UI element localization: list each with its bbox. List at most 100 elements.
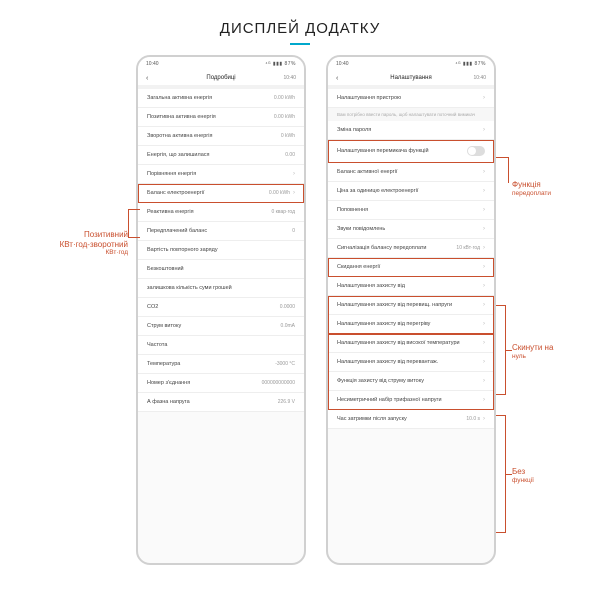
- list-row[interactable]: Функція захисту від струму витоку›: [328, 372, 494, 391]
- row-value: 0.00 kWh: [269, 190, 290, 196]
- statusbar: 10:40 ⁴ᴳ ▮▮▮ 87%: [138, 57, 304, 71]
- list-row[interactable]: Звуки повідомлень›: [328, 220, 494, 239]
- chevron-right-icon: ›: [483, 95, 485, 101]
- row-value: 0.00: [285, 152, 295, 158]
- nav-time: 10:40: [283, 75, 296, 81]
- connector: [496, 157, 508, 158]
- list-row[interactable]: Баланс електроенергії0.00 kWh›: [138, 184, 304, 203]
- list-row: Струм витоку0.0mA: [138, 317, 304, 336]
- title-underline: [290, 43, 310, 45]
- row-label: Налаштування захисту від перегріву: [337, 321, 480, 327]
- top-row[interactable]: Налаштування пристрою ›: [328, 89, 494, 108]
- list-row[interactable]: Налаштування захисту від перегріву›: [328, 315, 494, 334]
- list-row[interactable]: Налаштування захисту від перевищ. напруг…: [328, 296, 494, 315]
- connector: [128, 209, 129, 237]
- back-icon[interactable]: ‹: [336, 75, 338, 82]
- list-row: А фазна напруга226.9 V: [138, 393, 304, 412]
- chevron-right-icon: ›: [483, 302, 485, 308]
- row-value: 0 квар·год: [272, 209, 296, 215]
- list-row: Безкоштовний: [138, 260, 304, 279]
- list-row: Зворотна активна енергія0 kWh: [138, 127, 304, 146]
- row-label: Струм витоку: [147, 323, 281, 329]
- row-value: 0.0000: [280, 304, 295, 310]
- list-row: Енергія, що залишилася0.00: [138, 146, 304, 165]
- row-label: Номер з'єднання: [147, 380, 262, 386]
- chevron-right-icon: ›: [483, 283, 485, 289]
- list-row[interactable]: Поповнення›: [328, 201, 494, 220]
- page-title: ДИСПЛЕЙ ДОДАТКУ: [0, 0, 600, 37]
- back-icon[interactable]: ‹: [146, 75, 148, 82]
- chevron-right-icon: ›: [483, 378, 485, 384]
- list-row[interactable]: Час затримки після запуску10.0 s›: [328, 410, 494, 429]
- row-label: залишкова кількість суми грошей: [147, 285, 295, 291]
- chevron-right-icon: ›: [293, 190, 295, 196]
- list-row[interactable]: Скидання енергії›: [328, 258, 494, 277]
- chevron-right-icon: ›: [483, 226, 485, 232]
- sb-time: 10:40: [336, 61, 349, 67]
- list-row[interactable]: Налаштування захисту від високої темпера…: [328, 334, 494, 353]
- row-label: Реактивна енергія: [147, 209, 272, 215]
- row-label: Вартість повторного заряду: [147, 247, 295, 253]
- connector: [506, 350, 512, 351]
- list-row[interactable]: Ціна за одиницю електроенергії›: [328, 182, 494, 201]
- callout-nofn: Без функції: [512, 467, 534, 484]
- row-label: Температура: [147, 361, 275, 367]
- nav-title: Подробиці: [206, 75, 235, 81]
- phone-right: 10:40 ⁴ᴳ ▮▮▮ 87% ‹ Налаштування 10:40 На…: [326, 55, 496, 565]
- row-value: 0 kWh: [281, 133, 295, 139]
- nav-time: 10:40: [473, 75, 486, 81]
- list-right: Зміна пароля› Налаштування перемикача фун…: [328, 121, 494, 429]
- chevron-right-icon: ›: [483, 397, 485, 403]
- list-row[interactable]: Налаштування перемикача функцій: [328, 140, 494, 163]
- row-label: Баланс електроенергії: [147, 190, 269, 196]
- row-label: Загальна активна енергія: [147, 95, 274, 101]
- row-value: 000000000000: [262, 380, 295, 386]
- list-row: Передплачений баланс0: [138, 222, 304, 241]
- row-label: А фазна напруга: [147, 399, 278, 405]
- row-label: Звуки повідомлень: [337, 226, 480, 232]
- list-row[interactable]: Сигналізація балансу передоплати10 кВт·г…: [328, 239, 494, 258]
- row-label: Функція захисту від струму витоку: [337, 378, 480, 384]
- row-label: Ціна за одиницю електроенергії: [337, 188, 480, 194]
- list-row: CO20.0000: [138, 298, 304, 317]
- callout-prepay-fn: Функція передоплати: [512, 180, 551, 197]
- highlight-group: Налаштування захисту від високої темпера…: [328, 334, 494, 410]
- chevron-right-icon: ›: [483, 416, 485, 422]
- row-label: Скидання енергії: [337, 264, 480, 270]
- list-row: Реактивна енергія0 квар·год: [138, 203, 304, 222]
- toggle[interactable]: [467, 146, 485, 156]
- chevron-right-icon: ›: [483, 127, 485, 133]
- connector: [506, 474, 512, 475]
- connector: [508, 157, 509, 183]
- row-value: 0.00 kWh: [274, 114, 295, 120]
- row-label: Безкоштовний: [147, 266, 295, 272]
- row-label: CO2: [147, 304, 280, 310]
- list-row[interactable]: Порівняння енергія›: [138, 165, 304, 184]
- bracket: [496, 305, 506, 395]
- row-label: Поповнення: [337, 207, 480, 213]
- navbar-right: ‹ Налаштування 10:40: [328, 71, 494, 85]
- row-value: 10.0 s: [466, 416, 480, 422]
- list-row: Загальна активна енергія0.00 kWh: [138, 89, 304, 108]
- list-row[interactable]: Налаштування захисту від перевантаж.›: [328, 353, 494, 372]
- sb-icons: ⁴ᴳ ▮▮▮ 87%: [265, 61, 296, 67]
- row-label: Несиметричний набір трифазної напруги: [337, 397, 480, 403]
- row-label: Налаштування захисту від: [337, 283, 480, 289]
- row-label: Позитивна активна енергія: [147, 114, 274, 120]
- row-label: Налаштування перемикача функцій: [337, 148, 467, 154]
- row-label: Налаштування пристрою: [337, 95, 480, 101]
- chevron-right-icon: ›: [483, 169, 485, 175]
- row-label: Частота: [147, 342, 295, 348]
- list-row[interactable]: Зміна пароля›: [328, 121, 494, 140]
- list-row[interactable]: Налаштування захисту від›: [328, 277, 494, 296]
- callout-reset: Скинути на нуль: [512, 343, 553, 360]
- row-label: Порівняння енергія: [147, 171, 290, 177]
- chevron-right-icon: ›: [483, 188, 485, 194]
- row-value: 0.00 kWh: [274, 95, 295, 101]
- row-value: 0: [292, 228, 295, 234]
- chevron-right-icon: ›: [483, 340, 485, 346]
- row-label: Енергія, що залишилася: [147, 152, 285, 158]
- list-row[interactable]: Несиметричний набір трифазної напруги›: [328, 391, 494, 410]
- list-row: Частота: [138, 336, 304, 355]
- list-row[interactable]: Баланс активної енергії›: [328, 163, 494, 182]
